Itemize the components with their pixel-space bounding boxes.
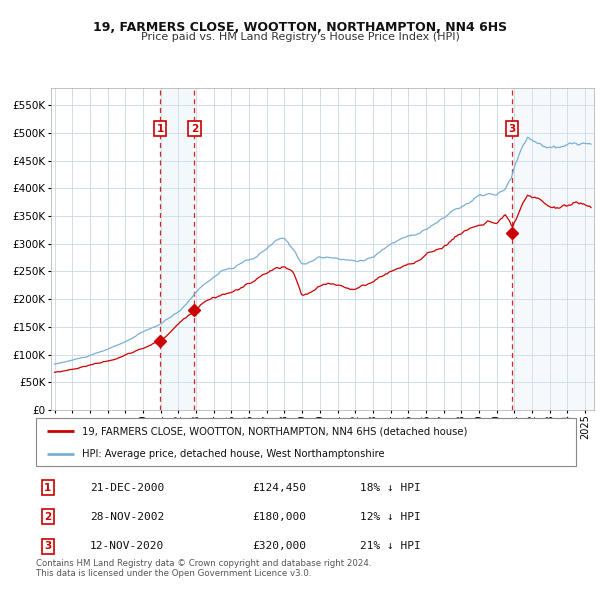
Text: 1: 1 [44,483,52,493]
Text: 12-NOV-2020: 12-NOV-2020 [90,541,164,551]
Text: 2: 2 [191,124,198,134]
Text: This data is licensed under the Open Government Licence v3.0.: This data is licensed under the Open Gov… [36,569,311,578]
Text: 21% ↓ HPI: 21% ↓ HPI [360,541,421,551]
Text: 1: 1 [157,124,164,134]
Text: £124,450: £124,450 [252,483,306,493]
Text: 2: 2 [44,512,52,522]
Text: 28-NOV-2002: 28-NOV-2002 [90,512,164,522]
Text: 21-DEC-2000: 21-DEC-2000 [90,483,164,493]
Text: 12% ↓ HPI: 12% ↓ HPI [360,512,421,522]
Text: 18% ↓ HPI: 18% ↓ HPI [360,483,421,493]
Text: 19, FARMERS CLOSE, WOOTTON, NORTHAMPTON, NN4 6HS: 19, FARMERS CLOSE, WOOTTON, NORTHAMPTON,… [93,21,507,34]
Text: Contains HM Land Registry data © Crown copyright and database right 2024.: Contains HM Land Registry data © Crown c… [36,559,371,568]
Text: 3: 3 [44,541,52,551]
FancyBboxPatch shape [36,418,576,466]
Bar [160,88,194,410]
Text: Price paid vs. HM Land Registry's House Price Index (HPI): Price paid vs. HM Land Registry's House … [140,32,460,42]
Text: 3: 3 [508,124,516,134]
Text: £180,000: £180,000 [252,512,306,522]
Text: 19, FARMERS CLOSE, WOOTTON, NORTHAMPTON, NN4 6HS (detached house): 19, FARMERS CLOSE, WOOTTON, NORTHAMPTON,… [82,426,467,436]
Bar [512,88,594,410]
Text: £320,000: £320,000 [252,541,306,551]
Text: HPI: Average price, detached house, West Northamptonshire: HPI: Average price, detached house, West… [82,448,385,458]
